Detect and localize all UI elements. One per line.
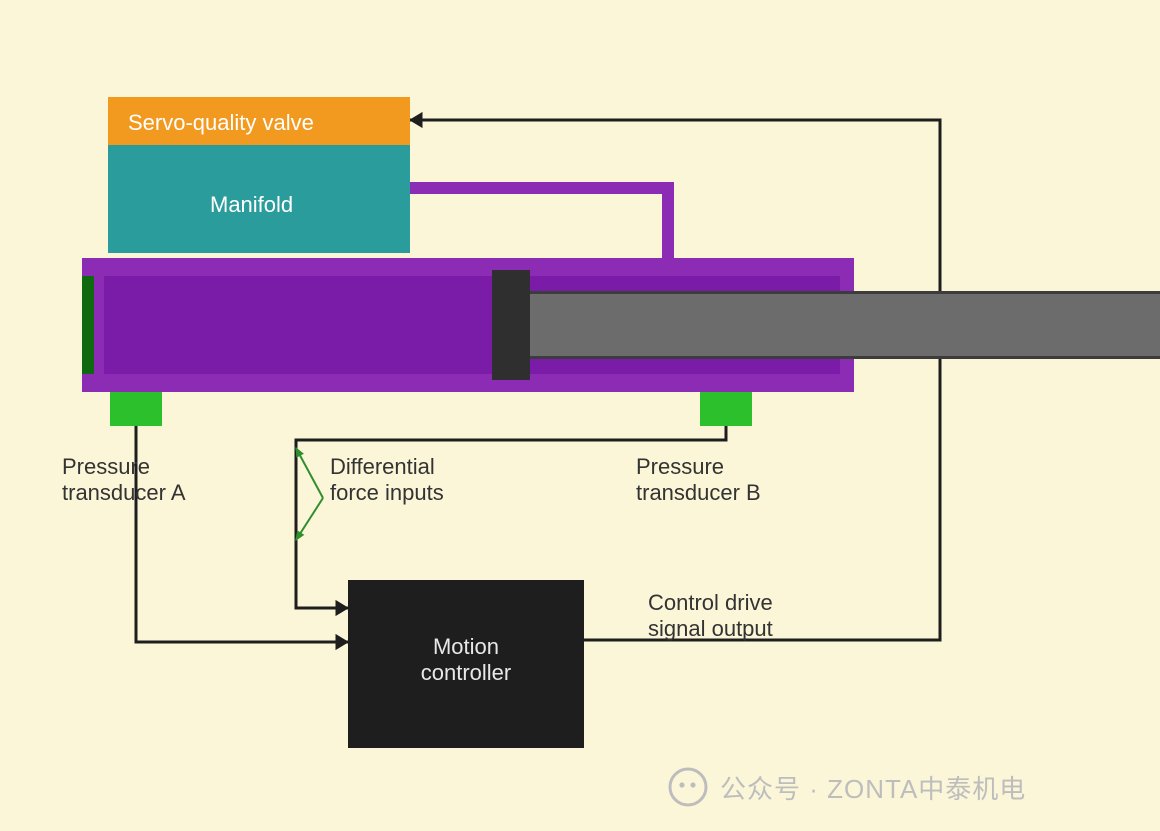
motion-controller-label: Motion controller bbox=[348, 634, 584, 687]
pressure-transducer-a-label: Pressure transducer A bbox=[62, 454, 186, 507]
pressure-transducer-b bbox=[700, 392, 752, 426]
wire-transducer-b-arrow bbox=[336, 601, 348, 615]
piston-head bbox=[492, 270, 530, 380]
wechat-icon-dot bbox=[679, 782, 684, 787]
piston-rod bbox=[530, 291, 1160, 359]
servo-valve-label: Servo-quality valve bbox=[128, 110, 314, 136]
control-drive-signal-label: Control drive signal output bbox=[648, 590, 773, 643]
diff-pointer-head bbox=[296, 531, 303, 540]
differential-force-inputs-label: Differential force inputs bbox=[330, 454, 444, 507]
cylinder-left-cap bbox=[82, 276, 94, 374]
wechat-icon-dot bbox=[690, 782, 695, 787]
diff-pointer-head bbox=[296, 448, 303, 457]
manifold-label: Manifold bbox=[210, 192, 293, 218]
wire-control-output-arrow bbox=[410, 113, 422, 127]
cylinder-left-chamber bbox=[104, 276, 492, 374]
pressure-transducer-a bbox=[110, 392, 162, 426]
diagram-stage: Servo-quality valve Manifold Motion contro… bbox=[0, 0, 1160, 831]
manifold-pipe bbox=[410, 188, 668, 258]
watermark-text: 公众号 · ZONTA中泰机电 bbox=[720, 774, 1026, 805]
pressure-transducer-b-label: Pressure transducer B bbox=[636, 454, 761, 507]
wire-transducer-a-arrow bbox=[336, 635, 348, 649]
wechat-icon bbox=[670, 769, 706, 805]
